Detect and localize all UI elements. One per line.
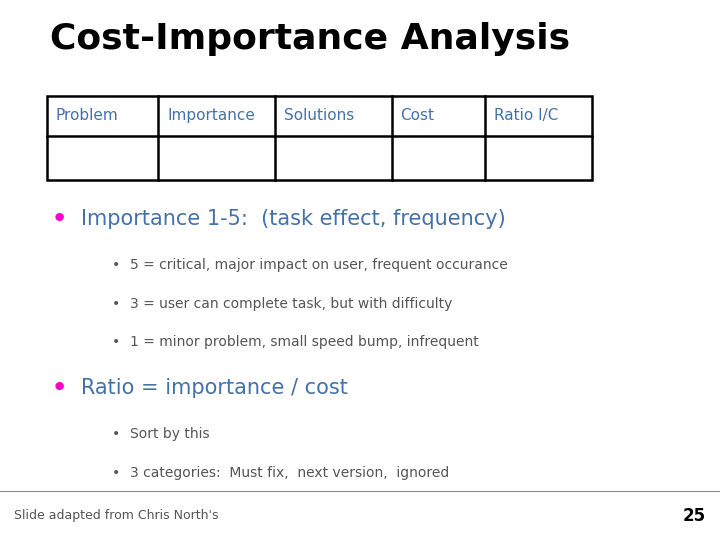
Text: •: •	[50, 205, 68, 233]
Text: 25: 25	[683, 507, 706, 525]
Text: 3 categories:  Must fix,  next version,  ignored: 3 categories: Must fix, next version, ig…	[130, 465, 449, 480]
Text: •: •	[112, 465, 120, 480]
Text: •: •	[112, 296, 120, 310]
Text: 3 = user can complete task, but with difficulty: 3 = user can complete task, but with dif…	[130, 296, 452, 310]
Text: •: •	[50, 374, 68, 402]
Text: Solutions: Solutions	[284, 109, 354, 124]
Text: Cost-Importance Analysis: Cost-Importance Analysis	[50, 22, 570, 56]
Text: Importance 1-5:  (task effect, frequency): Importance 1-5: (task effect, frequency)	[81, 208, 506, 228]
Text: 5 = critical, major impact on user, frequent occurance: 5 = critical, major impact on user, freq…	[130, 258, 508, 272]
Text: Cost: Cost	[400, 109, 434, 124]
Bar	[47, 96, 592, 180]
Text: Slide adapted from Chris North's: Slide adapted from Chris North's	[14, 509, 219, 522]
Text: 1 = minor problem, small speed bump, infrequent: 1 = minor problem, small speed bump, inf…	[130, 335, 478, 349]
Text: Sort by this: Sort by this	[130, 427, 210, 441]
Text: Ratio = importance / cost: Ratio = importance / cost	[81, 377, 348, 398]
Text: •: •	[112, 427, 120, 441]
Text: Ratio I/C: Ratio I/C	[494, 109, 558, 124]
Text: •: •	[112, 335, 120, 349]
Text: Importance: Importance	[167, 109, 255, 124]
Text: Problem: Problem	[55, 109, 118, 124]
Text: •: •	[112, 258, 120, 272]
